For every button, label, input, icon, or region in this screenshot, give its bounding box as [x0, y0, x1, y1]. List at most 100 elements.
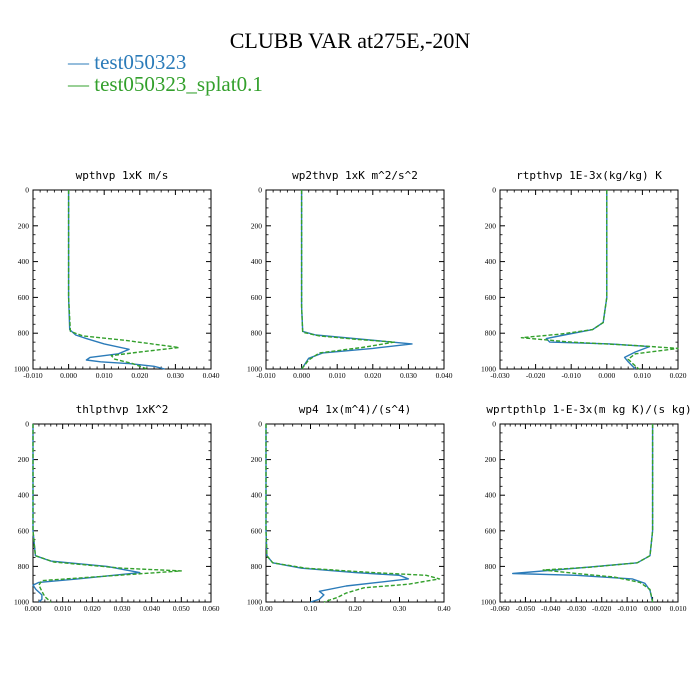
- x-tick-label: 0.030: [400, 371, 417, 380]
- chart-panel-3: rtpthvp 1E-3x(kg/kg) K -0.030 -0.020 -0.010…: [481, 169, 687, 380]
- series-line-1: [265, 424, 410, 603]
- legend-entry-test050323: — test050323: [68, 50, 186, 75]
- x-tick-label: -0.030: [567, 604, 587, 613]
- y-tick-label: 400: [251, 491, 263, 500]
- chart-panel-2: wp2thvp 1xK m^2/s^2 -0.010 0.000 0.010 0.020…: [247, 169, 453, 380]
- x-tick-label: 0.010: [54, 604, 71, 613]
- plot-frame: [265, 189, 445, 370]
- y-tick-label: 200: [485, 455, 497, 464]
- x-tick-label: -0.030: [490, 371, 510, 380]
- series-line-2: [542, 424, 654, 603]
- legend-line-icon: —: [68, 72, 89, 96]
- y-tick-label: 800: [18, 329, 30, 338]
- x-tick-label: 0.040: [436, 371, 453, 380]
- series-line-2: [67, 190, 180, 370]
- x-tick-label: -0.020: [592, 604, 612, 613]
- x-tick-label: 0.060: [203, 604, 220, 613]
- series-line-1: [67, 190, 165, 370]
- y-tick-label: 0: [492, 186, 496, 195]
- y-tick-label: 1000: [14, 598, 29, 607]
- legend-label: test050323_splat0.1: [94, 72, 263, 96]
- plot-frame: [499, 189, 679, 370]
- x-tick-label: 0.040: [203, 371, 220, 380]
- x-tick-label: 0.000: [60, 371, 77, 380]
- chart-panel-5: wp4 1x(m^4)/(s^4) 0.00 0.10 0.20 0.30 0.40 0 20…: [247, 403, 451, 613]
- y-tick-label: 0: [25, 420, 29, 429]
- series-line-2: [32, 424, 183, 603]
- y-tick-label: 600: [485, 293, 497, 302]
- y-tick-label: 800: [18, 562, 30, 571]
- chart-title: wprtpthlp 1-E-3x(m kg K)/(s kg): [486, 403, 691, 416]
- y-tick-label: 600: [18, 526, 30, 535]
- y-tick-label: 1000: [14, 365, 29, 374]
- x-tick-label: 0.000: [293, 371, 310, 380]
- y-tick-label: 600: [485, 526, 497, 535]
- y-tick-label: 200: [18, 221, 30, 230]
- y-tick-label: 1000: [481, 365, 496, 374]
- x-tick-label: -0.060: [490, 604, 510, 613]
- y-tick-label: 800: [251, 329, 263, 338]
- x-tick-label: 0.000: [598, 371, 615, 380]
- x-tick-label: -0.040: [541, 604, 561, 613]
- x-tick-label: 0.040: [143, 604, 160, 613]
- plot-frame: [499, 423, 679, 603]
- chart-title: rtpthvp 1E-3x(kg/kg) K: [516, 169, 662, 182]
- x-tick-label: 0.050: [173, 604, 190, 613]
- y-tick-label: 400: [485, 491, 497, 500]
- chart-title: wp2thvp 1xK m^2/s^2: [292, 169, 418, 182]
- y-tick-label: 800: [485, 562, 497, 571]
- x-tick-label: -0.010: [256, 371, 276, 380]
- x-tick-label: 0.020: [670, 371, 687, 380]
- chart-panel-6: wprtpthlp 1-E-3x(m kg K)/(s kg) -0.060 -0.…: [481, 403, 692, 613]
- plot-frame: [32, 189, 212, 370]
- chart-title: wpthvp 1xK m/s: [76, 169, 169, 182]
- chart-title: wp4 1x(m^4)/(s^4): [299, 403, 412, 416]
- x-tick-label: -0.010: [23, 371, 43, 380]
- chart-title: thlpthvp 1xK^2: [76, 403, 169, 416]
- y-tick-label: 600: [18, 293, 30, 302]
- y-tick-label: 1000: [247, 598, 262, 607]
- x-tick-label: 0.30: [393, 604, 406, 613]
- x-tick-label: 0.030: [114, 604, 131, 613]
- legend-label: test050323: [94, 50, 187, 74]
- y-tick-label: 800: [485, 329, 497, 338]
- y-tick-label: 400: [18, 257, 30, 266]
- y-tick-label: 200: [18, 455, 30, 464]
- series-line-2: [520, 190, 679, 370]
- series-line-1: [512, 424, 654, 603]
- series-line-1: [300, 190, 413, 370]
- series-line-1: [545, 190, 651, 370]
- x-tick-label: 0.000: [644, 604, 661, 613]
- x-tick-label: 0.10: [304, 604, 317, 613]
- x-tick-label: -0.050: [516, 604, 536, 613]
- x-tick-label: 0.000: [25, 604, 42, 613]
- x-tick-label: 0.20: [348, 604, 361, 613]
- y-tick-label: 1000: [247, 365, 262, 374]
- plot-frame: [265, 423, 445, 603]
- x-tick-label: -0.020: [526, 371, 546, 380]
- y-tick-label: 800: [251, 562, 263, 571]
- y-tick-label: 0: [492, 420, 496, 429]
- y-tick-label: 200: [251, 221, 263, 230]
- x-tick-label: 0.020: [364, 371, 381, 380]
- series-line-1: [32, 424, 141, 603]
- x-tick-label: 0.020: [84, 604, 101, 613]
- x-tick-label: 0.010: [634, 371, 651, 380]
- x-tick-label: 0.020: [131, 371, 148, 380]
- legend-line-icon: —: [68, 50, 89, 74]
- y-tick-label: 0: [258, 186, 262, 195]
- series-line-2: [300, 190, 395, 370]
- x-tick-label: 0.40: [437, 604, 450, 613]
- y-tick-label: 200: [251, 455, 263, 464]
- series-line-2: [265, 424, 441, 603]
- y-tick-label: 600: [251, 526, 263, 535]
- x-tick-label: -0.010: [617, 604, 637, 613]
- x-tick-label: 0.010: [96, 371, 113, 380]
- x-tick-label: -0.010: [562, 371, 582, 380]
- y-tick-label: 0: [258, 420, 262, 429]
- x-tick-label: 0.030: [167, 371, 184, 380]
- y-tick-label: 1000: [481, 598, 496, 607]
- y-tick-label: 400: [485, 257, 497, 266]
- figure-title: CLUBB VAR at275E,-20N: [229, 28, 471, 53]
